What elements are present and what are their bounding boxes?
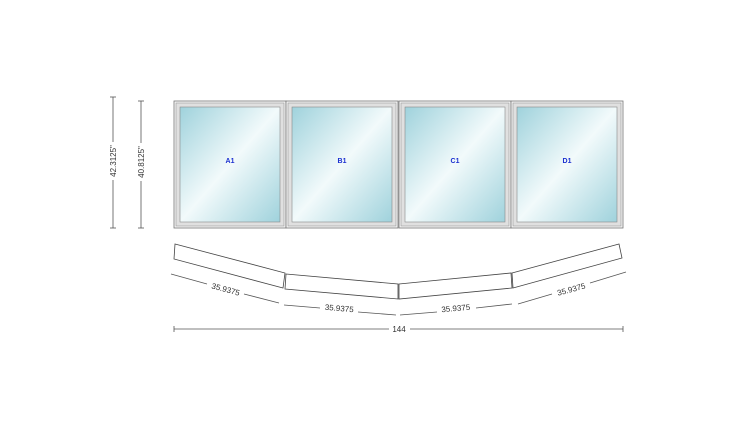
total-width-label: 144 (392, 325, 406, 334)
svg-text:35.9375: 35.9375 (556, 281, 587, 297)
plan-view: 35.9375 35.9375 35.9375 35.9375 144 (170, 243, 627, 334)
glass (516, 106, 618, 223)
glass (404, 106, 506, 223)
pane-label: C1 (451, 158, 460, 165)
overall-height-label: 42.3125" (109, 145, 118, 177)
total-width-dimension: 144 (173, 325, 624, 334)
glass (179, 106, 281, 223)
plan-segment (284, 273, 399, 300)
frame-height-dimension: 40.8125" (137, 100, 146, 229)
plan-segment (173, 243, 286, 289)
segment-dimension: 35.9375 (399, 303, 513, 316)
window-elevation: A1 B1 C1 D1 (173, 100, 624, 229)
window-pane: D1 (510, 100, 624, 229)
window-pane: A1 (173, 100, 287, 229)
svg-text:35.9375: 35.9375 (441, 303, 471, 315)
pane-label: A1 (226, 158, 235, 165)
svg-text:35.9375: 35.9375 (211, 281, 242, 297)
pane-label: B1 (338, 158, 347, 165)
frame-height-label: 40.8125" (137, 146, 146, 178)
window-pane: C1 (398, 100, 512, 229)
svg-text:35.9375: 35.9375 (324, 303, 354, 315)
pane-label: D1 (563, 158, 572, 165)
plan-segment (398, 272, 513, 300)
window-pane: B1 (285, 100, 399, 229)
glass (291, 106, 393, 223)
overall-height-dimension: 42.3125" (109, 96, 118, 229)
plan-segment (511, 243, 623, 289)
segment-dimension: 35.9375 (283, 303, 397, 316)
